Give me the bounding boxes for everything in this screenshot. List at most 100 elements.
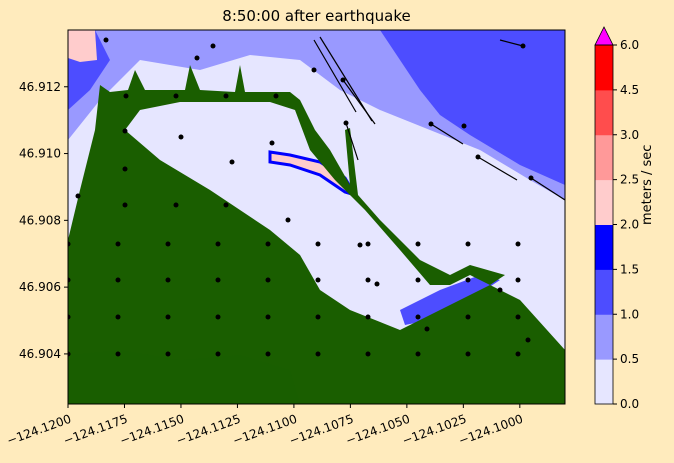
colorbar-tick-label: 3.0	[620, 128, 639, 142]
land-speckle	[68, 350, 300, 404]
colorbar-bin	[595, 179, 613, 225]
particle	[465, 351, 471, 357]
colorbar-label: meters / sec	[640, 144, 655, 225]
particle	[311, 67, 317, 73]
x-tick-label: −124.1200	[5, 412, 73, 448]
particle	[315, 314, 321, 320]
particle	[415, 314, 421, 320]
particle	[215, 277, 221, 283]
water-fast-nw	[68, 30, 97, 62]
particle	[210, 43, 216, 49]
particle	[365, 314, 371, 320]
y-tick-label: 46.908	[19, 213, 61, 227]
particle	[265, 277, 271, 283]
colorbar-tick-label: 0.0	[620, 397, 639, 411]
colorbar-tick-label: 1.5	[620, 262, 639, 276]
particle	[515, 351, 521, 357]
colorbar-tick-label: 2.0	[620, 218, 639, 232]
particle	[315, 241, 321, 247]
particle	[415, 277, 421, 283]
x-tick-label: −124.1150	[118, 412, 186, 448]
particle	[165, 241, 171, 247]
particle	[68, 351, 71, 357]
colorbar-bin	[595, 224, 613, 270]
particle	[315, 351, 321, 357]
x-tick-label: −124.1050	[344, 412, 412, 448]
particle-track	[499, 39, 524, 47]
colorbar-bin	[595, 269, 613, 315]
land	[68, 65, 565, 404]
particle	[194, 55, 200, 61]
particle	[223, 202, 229, 208]
axes-frame	[67, 29, 566, 405]
particle	[497, 287, 503, 293]
particle	[115, 351, 121, 357]
particle	[215, 241, 221, 247]
particle-track	[530, 177, 565, 201]
particle	[165, 314, 171, 320]
particle	[122, 202, 128, 208]
particle	[265, 351, 271, 357]
particle	[165, 351, 171, 357]
particle	[173, 202, 179, 208]
particle	[365, 277, 371, 283]
particle	[515, 314, 521, 320]
particle	[285, 217, 291, 223]
particle	[223, 93, 229, 99]
y-tick-label: 46.906	[19, 280, 61, 294]
particle	[465, 241, 471, 247]
colorbar-bin	[595, 314, 613, 360]
particle	[68, 277, 71, 283]
particle	[273, 93, 279, 99]
colorbar-tick-label: 2.5	[620, 173, 639, 187]
particle	[229, 159, 235, 165]
colorbar-extend-triangle	[594, 26, 614, 46]
particle	[515, 277, 521, 283]
particle	[178, 134, 184, 140]
colorbar-tick-label: 6.0	[620, 38, 639, 52]
particle	[415, 351, 421, 357]
particle	[374, 281, 380, 287]
particle	[424, 326, 430, 332]
colorbar-bin	[595, 45, 613, 91]
x-axis: −124.1200−124.1175−124.1150−124.1125−124…	[5, 404, 525, 448]
particle	[265, 314, 271, 320]
particle	[269, 140, 275, 146]
particle	[465, 277, 471, 283]
x-tick-label: −124.1100	[231, 412, 299, 448]
particle	[357, 242, 363, 248]
particle	[265, 241, 271, 247]
particle	[215, 351, 221, 357]
particle-track	[430, 123, 464, 145]
particle	[515, 241, 521, 247]
particle	[173, 93, 179, 99]
particle	[68, 314, 71, 320]
particle	[123, 93, 129, 99]
colorbar-bin	[595, 89, 613, 136]
colorbar-tick-label: 0.5	[620, 352, 639, 366]
particle	[315, 277, 321, 283]
particle	[115, 277, 121, 283]
particle	[165, 277, 171, 283]
colorbar-tick-label: 1.0	[620, 307, 639, 321]
particle	[122, 128, 128, 134]
map-area	[68, 30, 565, 404]
particle	[103, 37, 109, 43]
particle-track	[342, 79, 376, 125]
particle	[122, 166, 128, 172]
y-tick-label: 46.904	[19, 347, 61, 361]
plot-title: 8:50:00 after earthquake	[222, 7, 411, 25]
x-tick-label: −124.1075	[287, 412, 355, 448]
x-tick-label: −124.1025	[400, 412, 468, 448]
particle	[75, 193, 81, 199]
particle	[415, 241, 421, 247]
particle-track	[477, 156, 518, 181]
particle-track	[345, 122, 359, 161]
x-tick-label: −124.1125	[174, 412, 242, 448]
water-high-speed	[380, 30, 565, 185]
y-tick-label: 46.912	[19, 80, 61, 94]
particle	[465, 314, 471, 320]
colorbar-bin	[595, 134, 613, 181]
